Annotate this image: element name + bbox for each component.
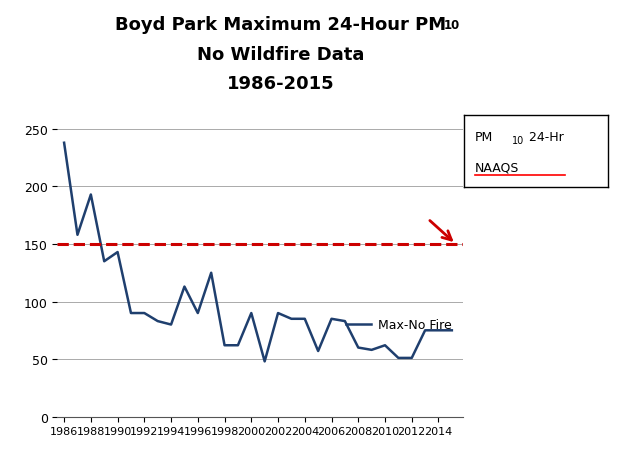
Max-No Fire [434, 328, 442, 333]
Text: 10: 10 [512, 136, 524, 146]
Max-No Fire [194, 311, 202, 316]
Text: No Wildfire Data: No Wildfire Data [197, 46, 364, 64]
Text: 10: 10 [443, 19, 459, 31]
Max-No Fire [114, 250, 121, 255]
Max-No Fire [367, 347, 375, 353]
Line: Max-No Fire: Max-No Fire [64, 144, 452, 362]
Max-No Fire [394, 356, 402, 361]
Max-No Fire [301, 316, 309, 322]
Text: Boyd Park Maximum 24-Hour PM: Boyd Park Maximum 24-Hour PM [115, 16, 447, 34]
Legend: Max-No Fire: Max-No Fire [341, 313, 456, 336]
Max-No Fire [408, 356, 415, 361]
Max-No Fire [181, 284, 188, 290]
Max-No Fire [288, 316, 295, 322]
Max-No Fire [381, 343, 389, 348]
Max-No Fire [274, 311, 282, 316]
Max-No Fire [328, 316, 336, 322]
Text: NAAQS: NAAQS [475, 161, 519, 174]
Max-No Fire [167, 322, 175, 328]
Text: PM: PM [475, 131, 493, 144]
Max-No Fire [127, 311, 135, 316]
Max-No Fire [421, 328, 429, 333]
Max-No Fire [355, 345, 362, 350]
Max-No Fire [87, 192, 94, 198]
Max-No Fire [221, 343, 228, 348]
Max-No Fire [261, 359, 269, 364]
Max-No Fire [448, 328, 456, 333]
Max-No Fire [341, 319, 349, 324]
Max-No Fire [248, 311, 255, 316]
Max-No Fire [315, 349, 322, 354]
Max-No Fire [234, 343, 242, 348]
Max-No Fire [60, 141, 68, 146]
Max-No Fire [73, 232, 81, 238]
Text: 24-Hr: 24-Hr [524, 131, 563, 144]
Text: 1986-2015: 1986-2015 [227, 75, 334, 93]
Max-No Fire [140, 311, 148, 316]
Max-No Fire [154, 319, 161, 324]
Max-No Fire [207, 270, 215, 276]
Max-No Fire [100, 259, 108, 264]
